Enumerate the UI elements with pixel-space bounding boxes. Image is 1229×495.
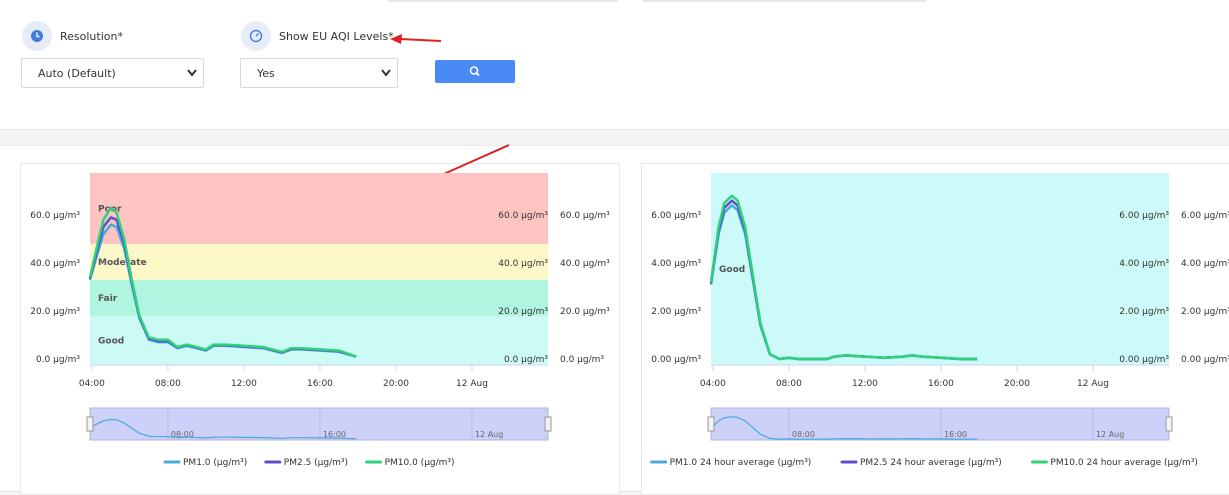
y-tick-label: 4.00 µg/m³ [651,259,701,269]
y-tick-label: 20.0 µg/m³ [30,307,80,317]
navigator-label: 16:00 [323,430,346,439]
y-tick-label: 0.0 µg/m³ [560,355,604,365]
band-label: Good [719,265,745,275]
y-tick-label: 2.00 µg/m³ [1119,307,1169,317]
tab-edge [643,0,926,2]
legend-item[interactable]: PM10.0 24 hour average (µg/m³) [1030,458,1198,468]
x-tick-label: 04:00 [79,379,105,389]
legend-label: PM2.5 (µg/m³) [284,458,348,468]
navigator-handle[interactable] [86,416,94,432]
y-tick-label: 6.00 µg/m³ [1181,211,1229,221]
legend-item[interactable]: PM1.0 24 hour average (µg/m³) [650,458,812,468]
navigator-label: 08:00 [171,430,194,439]
y-tick-label: 40.0 µg/m³ [30,259,80,269]
x-tick-label: 16:00 [307,379,333,389]
aqi-band [90,279,548,316]
x-tick-label: 12:00 [231,379,257,389]
field-label: Resolution* [60,30,123,43]
navigator-handle[interactable] [1165,416,1173,432]
navigator-line [89,418,357,440]
legend-item[interactable]: PM1.0 (µg/m³) [163,458,247,468]
aqi-band [90,243,548,280]
band-label: Good [98,336,124,346]
legend-label: PM1.0 (µg/m³) [183,458,247,468]
navigator-label: 12 Aug [1096,430,1124,439]
aqi-band [90,173,548,244]
legend-item[interactable]: PM2.5 24 hour average (µg/m³) [840,458,1002,468]
navigator-label: 16:00 [944,430,967,439]
legend-item[interactable]: PM10.0 (µg/m³) [365,458,455,468]
legend-label: PM1.0 24 hour average (µg/m³) [670,458,812,468]
y-tick-label: 40.0 µg/m³ [560,259,610,269]
y-tick-label: 0.0 µg/m³ [36,355,80,365]
x-tick-label: 08:00 [776,379,802,389]
search-button[interactable] [435,60,515,83]
y-tick-label: 2.00 µg/m³ [651,307,701,317]
annotation-arrow [390,34,510,186]
select-value: Yes [257,67,275,80]
aqi-band [711,173,1169,365]
y-tick-label: 0.00 µg/m³ [651,355,701,365]
y-tick-label: 6.00 µg/m³ [651,211,701,221]
band-label: Moderate [98,258,147,268]
field-label: Show EU AQI Levels* [279,30,394,43]
y-tick-label: 40.0 µg/m³ [498,259,548,269]
x-tick-label: 20:00 [1004,379,1030,389]
navigator-handle[interactable] [707,416,715,432]
y-tick-label: 0.0 µg/m³ [504,355,548,365]
y-tick-label: 4.00 µg/m³ [1119,259,1169,269]
clock-icon [22,21,52,51]
x-tick-label: 20:00 [383,379,409,389]
y-tick-label: 4.00 µg/m³ [1181,259,1229,269]
band-label: Fair [98,294,118,304]
y-tick-label: 2.00 µg/m³ [1181,307,1229,317]
y-tick-label: 60.0 µg/m³ [498,211,548,221]
tab-edge [388,0,618,2]
legend-item[interactable]: PM2.5 (µg/m³) [264,458,348,468]
legend-label: PM10.0 24 hour average (µg/m³) [1050,458,1197,468]
select-value: Auto (Default) [38,67,116,80]
filter-panel [0,0,1229,130]
legend-label: PM10.0 (µg/m³) [385,458,455,468]
aqi-select[interactable]: Yes [240,58,398,88]
gauge-icon [241,21,271,51]
x-tick-label: 16:00 [928,379,954,389]
resolution-select[interactable]: Auto (Default) [21,58,204,88]
navigator-label: 08:00 [792,430,815,439]
y-tick-label: 20.0 µg/m³ [498,307,548,317]
navigator-label: 12 Aug [475,430,503,439]
y-tick-label: 0.00 µg/m³ [1119,355,1169,365]
x-tick-label: 12 Aug [456,379,488,389]
y-tick-label: 60.0 µg/m³ [30,211,80,221]
y-tick-label: 0.00 µg/m³ [1181,355,1229,365]
y-tick-label: 60.0 µg/m³ [560,211,610,221]
series-line [709,194,978,361]
navigator-line [710,416,978,440]
legend-label: PM2.5 24 hour average (µg/m³) [860,458,1002,468]
x-tick-label: 04:00 [700,379,726,389]
y-tick-label: 6.00 µg/m³ [1119,211,1169,221]
x-tick-label: 12 Aug [1077,379,1109,389]
series-line [88,206,357,358]
x-tick-label: 08:00 [155,379,181,389]
navigator-handle[interactable] [544,416,552,432]
y-tick-label: 20.0 µg/m³ [560,307,610,317]
x-tick-label: 12:00 [852,379,878,389]
